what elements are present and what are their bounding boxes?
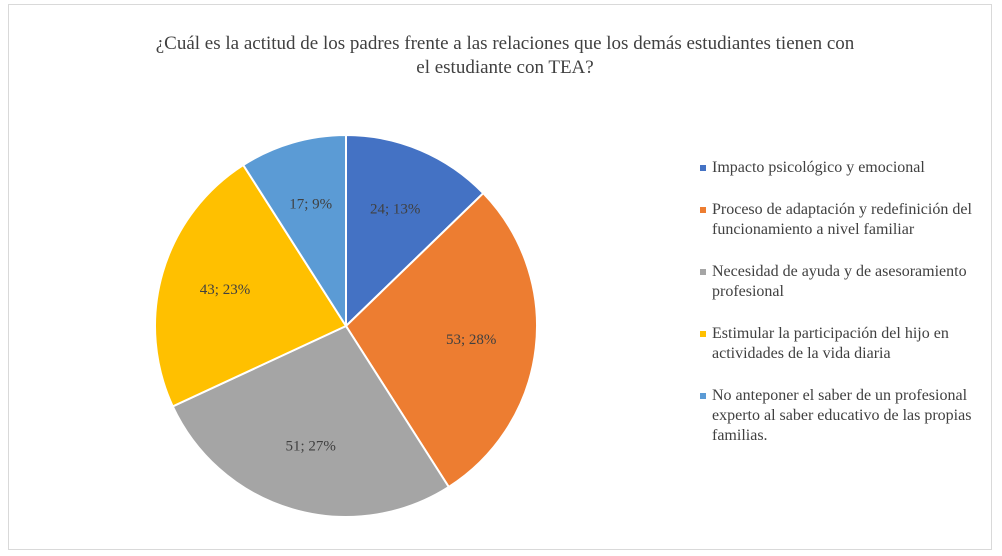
legend-entry: Proceso de adaptación y redefinición del… <box>700 200 992 240</box>
legend-label: Proceso de adaptación y redefinición del… <box>712 201 972 238</box>
data-label: 43; 23% <box>200 282 250 298</box>
pie-slice <box>171 324 451 518</box>
legend-swatch <box>700 393 706 399</box>
legend-swatch <box>700 331 706 337</box>
legend-label: No anteponer el saber de un profesional … <box>712 387 972 444</box>
pie-slice <box>154 163 348 408</box>
data-label: 17; 9% <box>289 196 332 212</box>
pie-slice <box>241 133 347 330</box>
legend-entry: No anteponer el saber de un profesional … <box>700 386 992 446</box>
chart-title: ¿Cuál es la actitud de los padres frente… <box>155 33 855 78</box>
data-label: 53; 28% <box>446 332 496 348</box>
data-label: 24; 13% <box>370 201 420 217</box>
legend-label: Necesidad de ayuda y de asesoramiento pr… <box>712 263 967 300</box>
legend-swatch <box>700 165 706 171</box>
pie-slice <box>345 133 485 329</box>
chart-frame <box>8 4 992 550</box>
data-label: 51; 27% <box>285 438 335 454</box>
legend-entry: Estimular la participación del hijo en a… <box>700 324 992 364</box>
legend: Impacto psicológico y emocional Proceso d… <box>700 158 992 446</box>
legend-swatch <box>700 207 706 213</box>
legend-entry: Necesidad de ayuda y de asesoramiento pr… <box>700 262 992 302</box>
legend-entry: Impacto psicológico y emocional <box>700 158 992 178</box>
legend-label: Estimular la participación del hijo en a… <box>712 325 949 362</box>
legend-swatch <box>700 269 706 275</box>
pie-slice <box>344 191 538 489</box>
legend-label: Impacto psicológico y emocional <box>712 159 925 176</box>
